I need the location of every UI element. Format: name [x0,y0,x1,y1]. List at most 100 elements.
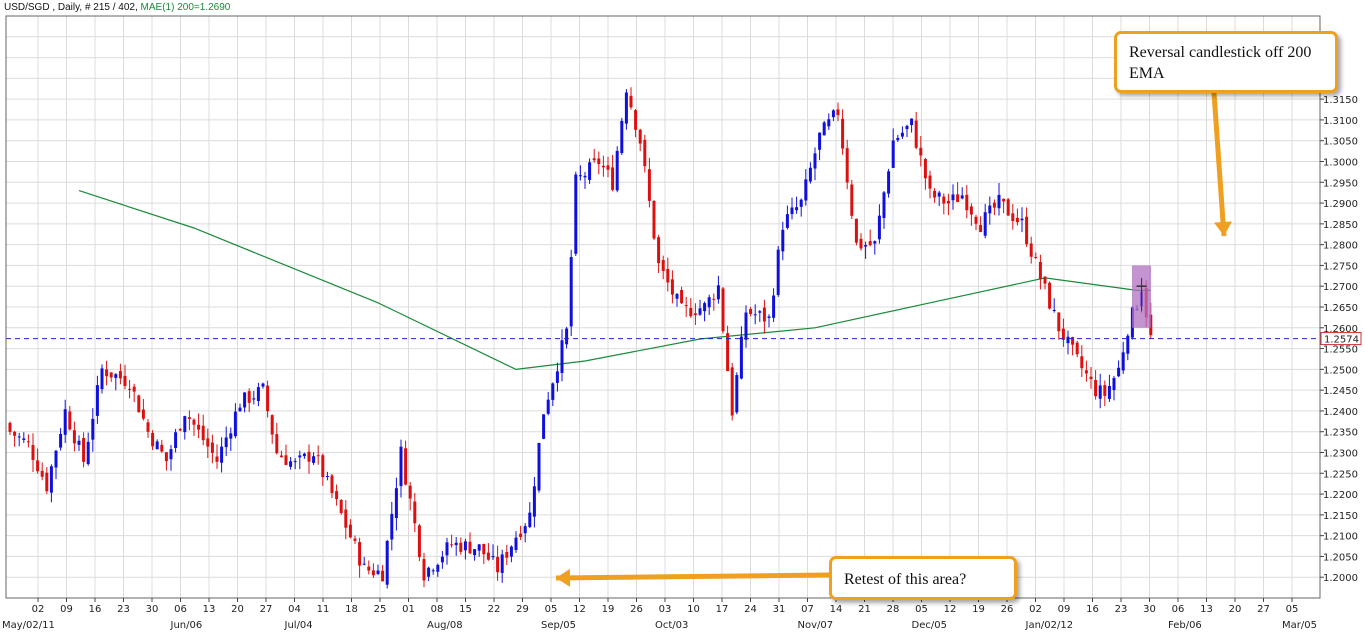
candle-body [59,433,63,448]
candle-body [601,165,605,168]
candle-body [445,542,449,556]
x-tick-label: 22 [488,604,501,615]
candle-body [477,544,481,551]
arrow-to-reversal-head [1214,221,1233,236]
candle-body [233,411,237,437]
candle-body [652,201,656,239]
x-tick-label: 09 [1058,604,1071,615]
candle-body [266,385,270,412]
candle-body [1066,336,1070,344]
candle-body [325,476,329,478]
month-label: Aug/08 [427,620,463,631]
candle-body [693,313,697,315]
candle-body [1075,342,1079,355]
candle-body [1080,356,1084,369]
candle-body [86,441,90,465]
candle-body [647,169,651,201]
x-tick-label: 26 [1001,604,1014,615]
candle-body [1089,376,1093,380]
candle-body [528,512,532,527]
symbol-label: USD/SGD , Daily, # 215 / 402, [4,2,138,13]
candle-body [229,433,233,439]
x-tick-label: 12 [573,604,586,615]
candle-body [877,215,881,240]
candle-body [854,218,858,243]
candle-body [358,542,362,566]
month-label: Jan/02/12 [1025,620,1074,631]
y-tick-label: 1.2750 [1323,261,1358,272]
candle-body [1126,335,1130,354]
candle-body [31,445,35,460]
y-tick-label: 1.2350 [1323,428,1358,439]
candle-body [675,294,679,299]
y-tick-label: 1.2900 [1323,199,1358,210]
candle-body [450,544,454,546]
candle-body [298,455,302,458]
x-tick-label: 05 [545,604,558,615]
x-tick-label: 30 [1143,604,1156,615]
candle-body [583,175,587,178]
candle-body [624,92,628,124]
candle-body [882,192,886,218]
candle-body [785,214,789,228]
candle-body [109,372,113,378]
candle-body [1071,337,1075,345]
x-tick-label: 28 [887,604,900,615]
x-tick-label: 16 [89,604,102,615]
candle-body [868,241,872,246]
ema-indicator-label: MAE(1) 200=1.2690 [140,2,231,13]
candle-body [114,374,118,378]
candle-body [762,307,766,322]
candle-body [1034,257,1038,259]
candle-body [137,395,141,413]
candle-body [151,433,155,447]
x-tick-label: 17 [716,604,729,615]
candle-body [1048,282,1052,309]
candle-body [790,207,794,215]
candle-body [210,442,214,453]
candle-body [72,430,76,444]
current-price-label: 1.2574 [1324,335,1359,346]
y-tick-label: 1.2200 [1323,490,1358,501]
candle-body [900,132,904,137]
candle-body [818,132,822,150]
candle-body [275,434,279,454]
candle-body [997,194,1001,209]
candle-body [983,212,987,236]
x-tick-label: 23 [1115,604,1128,615]
candle-body [459,542,463,552]
x-tick-label: 05 [915,604,928,615]
candle-body [348,524,352,538]
candle-body [243,392,247,408]
x-tick-label: 10 [687,604,700,615]
x-tick-label: 19 [972,604,985,615]
y-tick-label: 1.2100 [1323,532,1358,543]
candle-body [689,307,693,317]
x-tick-label: 07 [801,604,814,615]
candle-body [1121,352,1125,371]
x-tick-label: 15 [459,604,472,615]
candle-body [804,179,808,201]
y-tick-label: 1.2300 [1323,449,1358,460]
candle-body [565,328,569,345]
y-tick-label: 1.2150 [1323,511,1358,522]
y-tick-label: 1.2800 [1323,241,1358,252]
candle-body [321,455,325,478]
candle-body [845,148,849,183]
candle-body [22,438,26,440]
candle-body [187,417,191,420]
candle-body [454,542,458,546]
month-label: Oct/03 [655,620,688,631]
candle-body [670,279,674,295]
candle-body [376,570,380,574]
candle-body [339,500,343,514]
current-price-box [1320,332,1362,346]
candle-body [482,543,486,555]
candle-body [758,311,762,313]
candle-body [730,367,734,416]
candle-body [721,288,725,332]
candles [8,87,1153,589]
month-label: Dec/05 [912,620,947,631]
candle-body [367,566,371,571]
month-label: Feb/06 [1168,620,1202,631]
